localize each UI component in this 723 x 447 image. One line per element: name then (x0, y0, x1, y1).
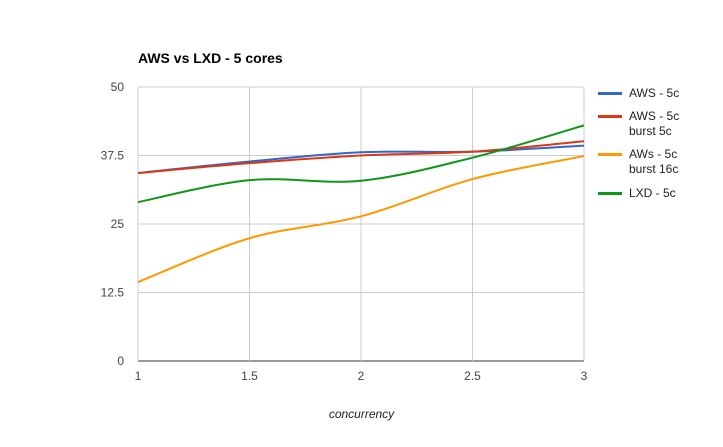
x-tick-label: 2.5 (464, 369, 481, 383)
legend-label: AWS - 5c (629, 86, 719, 101)
x-tick-label: 3 (581, 369, 588, 383)
x-axis-label: concurrency (328, 407, 395, 421)
y-tick-label: 0 (117, 354, 124, 368)
series-line-2 (137, 155, 585, 284)
legend-label-line: LXD - 5c (629, 186, 676, 200)
legend-label: AWs - 5c burst 16c (629, 147, 719, 177)
legend-label: AWS - 5c burst 5c (629, 109, 719, 139)
x-tick-label: 1.5 (241, 369, 258, 383)
y-tick-label: 50 (111, 80, 125, 94)
legend-label: LXD - 5c (629, 186, 719, 201)
legend-swatch (598, 92, 622, 95)
series-line-0 (137, 144, 585, 175)
legend-swatch (598, 115, 622, 118)
y-tick-label: 12.5 (101, 286, 125, 300)
y-tick-label: 25 (111, 217, 125, 231)
legend-label-line: AWS - 5c (629, 86, 680, 100)
x-tick-label: 1 (135, 369, 142, 383)
chart-title: AWS vs LXD - 5 cores (138, 50, 283, 66)
legend-label-line: AWS - 5c (629, 109, 680, 123)
y-tick-label: 37.5 (101, 149, 125, 163)
series-line-3 (137, 124, 585, 204)
series-line-1 (137, 140, 585, 175)
legend-swatch (598, 153, 622, 156)
x-tick-label: 2 (358, 369, 365, 383)
legend-label-line: burst 5c (629, 124, 672, 138)
legend-swatch (598, 192, 622, 195)
legend-label-line: AWs - 5c (629, 147, 678, 161)
legend-label-line: burst 16c (629, 162, 679, 176)
